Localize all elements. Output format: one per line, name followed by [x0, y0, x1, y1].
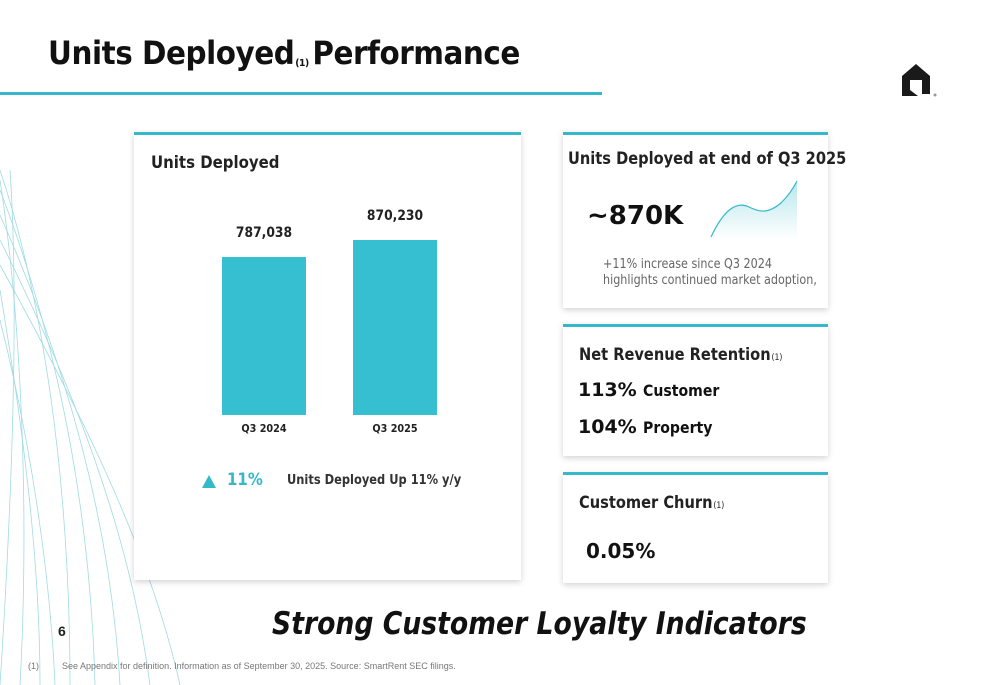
nrr-value: 104%	[578, 416, 637, 438]
note-line: highlights continued market adoption,	[603, 273, 817, 288]
nrr-label: Property	[643, 418, 713, 437]
title-text: Units Deployed	[48, 34, 295, 72]
churn-value: 0.05%	[586, 539, 656, 563]
title-text-suffix: Performance	[312, 34, 520, 72]
card-heading: Units Deployed	[151, 153, 280, 173]
growth-percent: 11%	[227, 470, 263, 490]
bar-value-label: 870,230	[366, 208, 424, 224]
nrr-row-customer: 113% Customer	[578, 379, 730, 401]
units-end-quarter-card: Units Deployed at end of Q3 2025 ~870K +…	[563, 132, 846, 308]
note: +11% increase since Q3 2024 highlights c…	[603, 257, 817, 289]
title-footnote-mark: (1)	[295, 58, 309, 69]
smartrent-logo-icon	[902, 64, 937, 97]
bar-1	[353, 240, 437, 415]
nrr-label: Customer	[643, 381, 720, 400]
page-title: Units Deployed(1) Performance	[48, 34, 561, 72]
footnote-mark: (1)	[713, 501, 725, 511]
nrr-row-property: 104% Property	[578, 416, 722, 438]
footnote-mark: (1)	[28, 661, 39, 671]
net-revenue-retention-card: Net Revenue Retention(1) 113% Customer 1…	[563, 324, 828, 456]
up-triangle-icon	[202, 475, 216, 488]
footnote-mark: (1)	[771, 353, 783, 363]
footnote-text: See Appendix for definition. Information…	[62, 661, 456, 671]
card-heading: Net Revenue Retention(1)	[579, 345, 783, 365]
decorative-lines	[0, 170, 181, 685]
page-number: 6	[58, 623, 66, 639]
card-heading: Customer Churn(1)	[579, 493, 725, 513]
card-heading: Units Deployed at end of Q3 2025	[568, 149, 847, 169]
bar-value-label: 787,038	[235, 225, 293, 241]
sparkline-icon	[710, 180, 798, 239]
tagline: Strong Customer Loyalty Indicators	[272, 606, 807, 642]
note-line: +11% increase since Q3 2024	[603, 257, 772, 272]
nrr-value: 113%	[578, 379, 637, 401]
growth-label: Units Deployed Up 11% y/y	[287, 473, 462, 488]
bar-0	[222, 257, 306, 415]
bar-category-label: Q3 2024	[241, 422, 287, 435]
big-value: ~870K	[587, 201, 684, 231]
title-divider	[0, 92, 602, 95]
customer-churn-card: Customer Churn(1) 0.05%	[563, 472, 828, 583]
bar-category-label: Q3 2025	[372, 422, 418, 435]
units-deployed-card: Units Deployed 11% Units Deployed Up 11%…	[134, 132, 521, 580]
